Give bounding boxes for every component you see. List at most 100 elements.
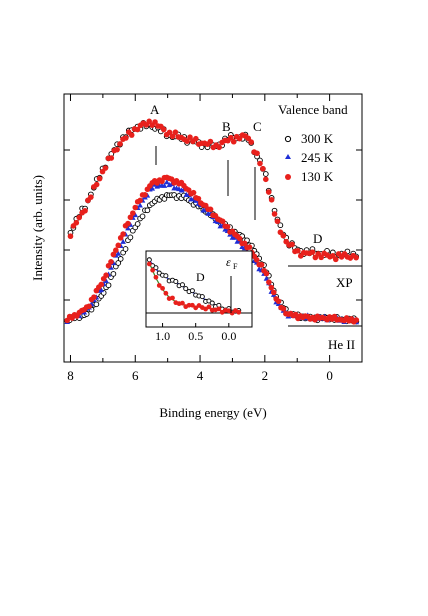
data-point-300k xyxy=(209,300,215,306)
inset-label-ef-sub: F xyxy=(233,262,238,271)
plot-frame xyxy=(63,93,363,363)
legend-label-245k: 245 K xyxy=(301,150,334,165)
data-point-130k xyxy=(96,175,103,182)
inset-x-tick-label: 0.0 xyxy=(221,329,236,343)
data-point-130k xyxy=(246,244,253,250)
data-point-130k xyxy=(184,138,190,144)
data-point-130k xyxy=(262,176,269,183)
inset-x-tick-label: 1.0 xyxy=(155,329,170,343)
x-tick-label: 2 xyxy=(262,368,269,383)
data-point-130k xyxy=(265,189,272,195)
data-point-130k xyxy=(86,303,92,310)
data-point-130k xyxy=(130,210,136,216)
data-point-300k xyxy=(153,265,159,271)
data-point-130k xyxy=(152,119,158,125)
data-point-130k xyxy=(295,248,301,254)
data-point-130k xyxy=(110,251,117,258)
data-point-130k xyxy=(216,144,222,151)
x-axis-ticks: 8 6 4 2 0 xyxy=(64,94,363,383)
data-point-300k xyxy=(144,207,151,214)
feature-label-c: C xyxy=(253,119,262,134)
data-point-130k xyxy=(67,233,74,240)
data-point-130k xyxy=(127,214,134,221)
x-tick-label: 0 xyxy=(326,368,333,383)
feature-label-d: D xyxy=(313,231,322,246)
data-point-300k xyxy=(139,213,146,220)
data-point-245k xyxy=(263,275,270,281)
data-point-130k xyxy=(88,194,94,200)
data-point-130k xyxy=(280,232,287,239)
inset-curves: 1.0 0.5 0.0 xyxy=(146,257,252,343)
data-point-130k xyxy=(146,261,152,267)
data-point-130k xyxy=(268,197,275,203)
legend-marker-130k xyxy=(285,174,291,180)
data-point-130k xyxy=(266,279,272,285)
data-point-130k xyxy=(82,207,88,214)
data-point-130k xyxy=(245,135,252,142)
data-point-300k xyxy=(163,273,169,279)
data-point-300k xyxy=(110,271,117,277)
data-point-130k xyxy=(248,139,255,145)
data-point-130k xyxy=(156,283,162,288)
data-point-300k xyxy=(189,288,195,294)
data-point-130k xyxy=(226,308,232,314)
data-point-130k xyxy=(186,302,192,308)
data-point-130k xyxy=(91,294,97,300)
legend-title: Valence band xyxy=(278,102,348,117)
data-point-245k xyxy=(103,278,109,284)
data-point-130k xyxy=(163,290,169,296)
data-point-130k xyxy=(190,189,197,196)
data-point-130k xyxy=(271,211,278,217)
data-point-130k xyxy=(169,133,176,140)
data-point-300k xyxy=(277,222,284,229)
data-point-130k xyxy=(268,284,275,291)
data-point-300k xyxy=(122,246,129,252)
data-point-130k xyxy=(318,254,324,261)
data-point-130k xyxy=(142,192,148,198)
data-point-130k xyxy=(160,285,165,291)
data-point-130k xyxy=(270,289,277,296)
data-point-130k xyxy=(258,262,265,268)
data-point-130k xyxy=(76,214,83,221)
data-point-300k xyxy=(156,270,162,276)
data-point-300k xyxy=(127,234,134,241)
data-point-245k xyxy=(161,182,168,188)
data-point-300k xyxy=(183,286,189,292)
data-point-130k xyxy=(228,134,234,141)
data-point-130k xyxy=(207,206,214,213)
data-point-130k xyxy=(170,295,175,301)
data-point-130k xyxy=(73,219,80,226)
data-point-130k xyxy=(260,165,266,172)
data-point-130k xyxy=(253,256,260,263)
data-point-130k xyxy=(134,126,141,133)
data-point-130k xyxy=(216,306,222,312)
data-point-130k xyxy=(219,218,226,225)
data-point-300k xyxy=(134,221,141,227)
data-point-300k xyxy=(146,257,152,263)
data-point-300k xyxy=(115,260,122,266)
data-point-130k xyxy=(114,146,120,153)
y-axis-label: Intensity (arb. units) xyxy=(30,175,45,281)
data-point-130k xyxy=(93,181,100,188)
data-point-130k xyxy=(332,256,339,263)
data-point-130k xyxy=(254,150,260,157)
data-point-245k xyxy=(137,202,143,208)
data-point-130k xyxy=(275,298,282,305)
data-point-245k xyxy=(149,185,156,191)
data-point-130k xyxy=(230,138,237,145)
feature-label-b: B xyxy=(222,119,231,134)
data-point-300k xyxy=(173,279,179,284)
data-point-130k xyxy=(207,138,214,145)
x-tick-label: 6 xyxy=(132,368,139,383)
data-point-130k xyxy=(180,300,185,306)
data-point-245k xyxy=(115,250,122,256)
data-point-130k xyxy=(120,231,126,237)
data-point-130k xyxy=(98,281,105,288)
data-point-130k xyxy=(193,135,199,142)
data-point-130k xyxy=(146,118,152,125)
x-tick-label: 4 xyxy=(197,368,204,383)
inset-label-ef: ε xyxy=(226,255,231,269)
data-point-130k xyxy=(241,240,248,247)
data-point-130k xyxy=(153,274,159,280)
